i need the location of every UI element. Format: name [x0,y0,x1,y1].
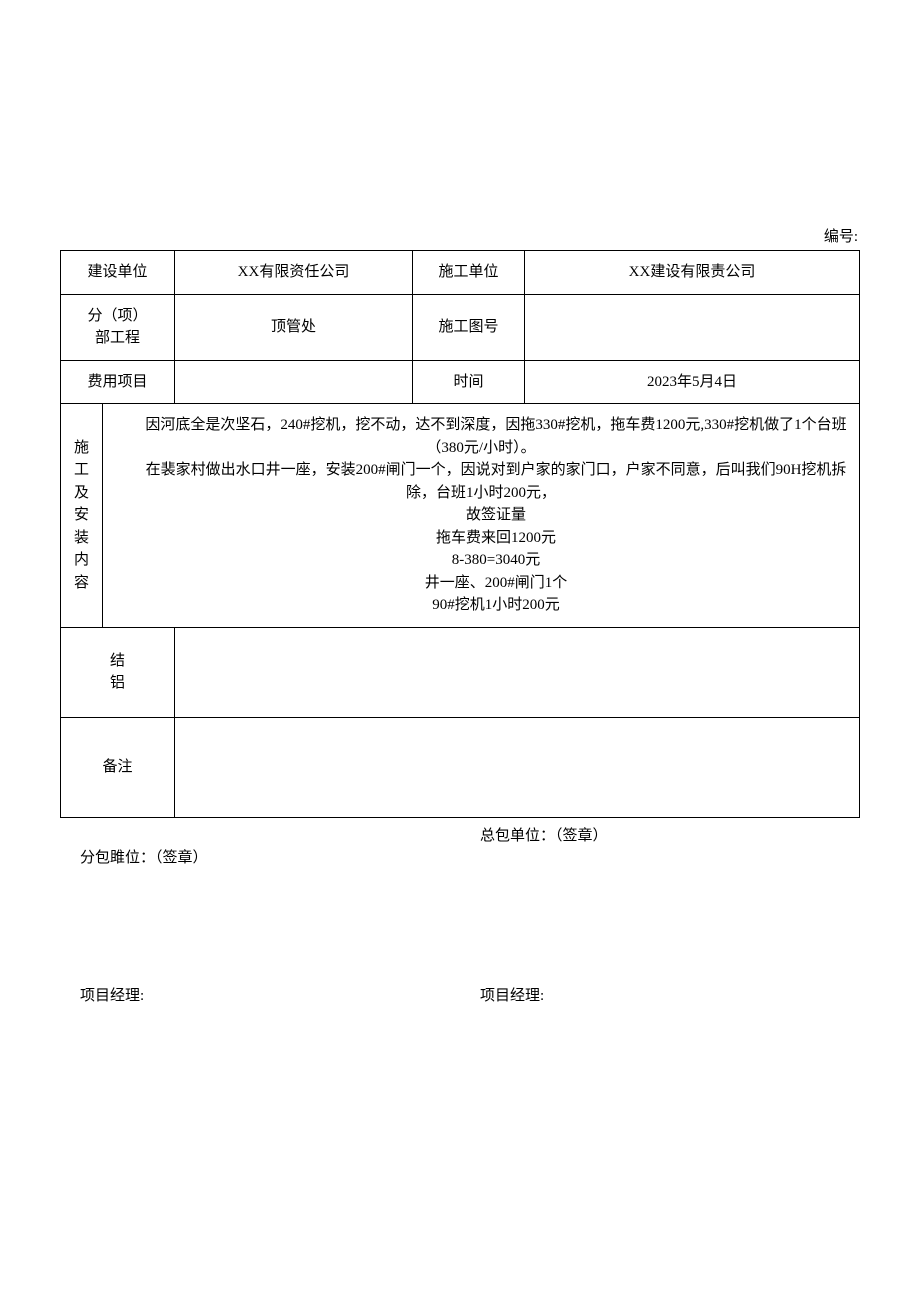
table-row: 备注 [61,717,860,817]
content-paragraph: 故签证量 [109,504,853,527]
content-paragraph: 井一座、200#闸门1个 [109,572,853,595]
value-construction-content: 因河底全是次坚石，240#挖机，挖不动，达不到深度，因拖330#挖机，拖车费12… [103,404,860,628]
value-drawing-no [525,294,860,360]
label-contractor-org: 施工单位 [413,251,525,295]
value-section-project: 顶管处 [175,294,413,360]
label-cost-item: 费用项目 [61,360,175,404]
value-contractor-org: XX建设有限责公司 [525,251,860,295]
content-paragraph: 90#挖机1小时200元 [109,594,853,617]
label-drawing-no: 施工图号 [413,294,525,360]
table-row: 施工及安装内容 因河底全是次坚石，240#挖机，挖不动，达不到深度，因拖330#… [61,404,860,628]
label-summary-line1: 结 [110,653,125,669]
table-row: 结 铝 [61,627,860,717]
signature-main-contractor: 总包单位：（签章） [480,824,608,845]
table-row: 建设单位 XX有限资任公司 施工单位 XX建设有限责公司 [61,251,860,295]
label-date: 时间 [413,360,525,404]
signature-subcontractor: 分包雎位：（签章） [80,846,208,867]
value-summary [175,627,860,717]
label-summary-line2: 铝 [110,675,125,691]
label-summary: 结 铝 [61,627,175,717]
label-section-project-line2: 部工程 [95,330,140,346]
content-paragraph: 8-380=3040元 [109,549,853,572]
signature-pm-left: 项目经理: [80,984,144,1005]
value-cost-item [175,360,413,404]
label-remarks: 备注 [61,717,175,817]
value-remarks [175,717,860,817]
document-page: 编号: 建设单位 XX有限资任公司 施工单位 XX建设有限责公司 分（项） 部工… [0,0,920,818]
signature-pm-right: 项目经理: [480,984,544,1005]
main-form-table: 建设单位 XX有限资任公司 施工单位 XX建设有限责公司 分（项） 部工程 顶管… [60,250,860,818]
label-construction-org: 建设单位 [61,251,175,295]
label-construction-content: 施工及安装内容 [61,404,103,628]
label-section-project-line1: 分（项） [88,308,148,324]
value-construction-org: XX有限资任公司 [175,251,413,295]
content-paragraph: 在裴家村做出水口井一座，安装200#闸门一个，因说对到户家的家门口，户家不同意，… [109,459,853,504]
value-date: 2023年5月4日 [525,360,860,404]
content-paragraph: 因河底全是次坚石，240#挖机，挖不动，达不到深度，因拖330#挖机，拖车费12… [109,414,853,459]
document-number-label: 编号: [60,225,860,246]
label-construction-content-text: 施工及安装内容 [74,437,89,595]
table-row: 费用项目 时间 2023年5月4日 [61,360,860,404]
table-row: 分（项） 部工程 顶管处 施工图号 [61,294,860,360]
label-section-project: 分（项） 部工程 [61,294,175,360]
content-paragraph: 拖车费来回1200元 [109,527,853,550]
